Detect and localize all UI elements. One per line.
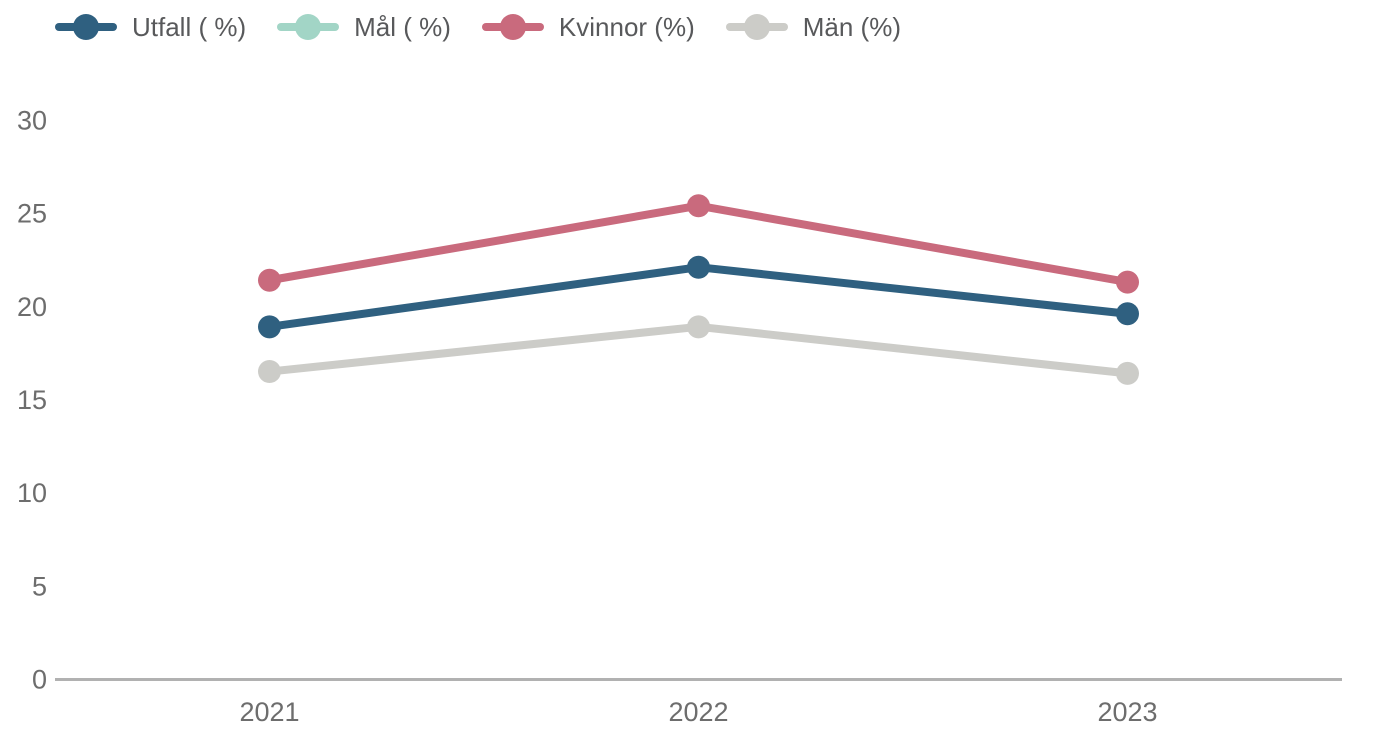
y-tick-label: 5 bbox=[32, 571, 47, 601]
data-point-kvinnor-2022[interactable] bbox=[687, 194, 710, 218]
data-point-utfall-2023[interactable] bbox=[1116, 302, 1139, 326]
legend-item-ml[interactable]: Mål ( %) bbox=[277, 13, 451, 41]
legend-item-kvinnor[interactable]: Kvinnor (%) bbox=[481, 12, 695, 42]
x-tick-label: 2021 bbox=[239, 697, 299, 727]
data-point-mn-2023[interactable] bbox=[1116, 361, 1139, 385]
y-tick-label: 15 bbox=[17, 385, 47, 415]
legend-point-swatch bbox=[73, 14, 99, 40]
chart-legend: Utfall ( %) Mål ( %) Kvinnor (%) Män (%) bbox=[55, 13, 901, 41]
data-point-kvinnor-2023[interactable] bbox=[1116, 270, 1139, 294]
legend-item-utfall[interactable]: Utfall ( %) bbox=[55, 13, 246, 41]
legend-marker-icon bbox=[277, 14, 340, 40]
y-tick-label: 10 bbox=[17, 478, 47, 508]
y-tick-label: 20 bbox=[17, 292, 47, 322]
data-point-utfall-2021[interactable] bbox=[258, 315, 281, 339]
legend-point-swatch bbox=[743, 14, 770, 40]
data-point-utfall-2022[interactable] bbox=[687, 255, 710, 279]
legend-label: Män (%) bbox=[802, 12, 901, 42]
x-tick-label: 2022 bbox=[668, 697, 728, 727]
data-point-mn-2021[interactable] bbox=[258, 360, 281, 384]
y-tick-label: 0 bbox=[32, 665, 47, 695]
x-tick-label: 2023 bbox=[1097, 697, 1157, 727]
legend-item-mn[interactable]: Män (%) bbox=[725, 12, 901, 42]
data-point-mn-2022[interactable] bbox=[687, 315, 710, 339]
legend-label: Utfall ( %) bbox=[132, 12, 247, 42]
legend-label: Kvinnor (%) bbox=[558, 12, 695, 42]
y-tick-label: 30 bbox=[17, 106, 47, 136]
legend-marker-icon bbox=[725, 14, 788, 40]
legend-point-swatch bbox=[499, 14, 526, 40]
legend-marker-icon bbox=[481, 14, 544, 40]
legend-marker-icon bbox=[55, 14, 117, 40]
legend-label: Mål ( %) bbox=[354, 12, 451, 42]
legend-point-swatch bbox=[295, 14, 322, 40]
y-tick-label: 25 bbox=[17, 199, 47, 229]
data-point-kvinnor-2021[interactable] bbox=[258, 268, 281, 292]
